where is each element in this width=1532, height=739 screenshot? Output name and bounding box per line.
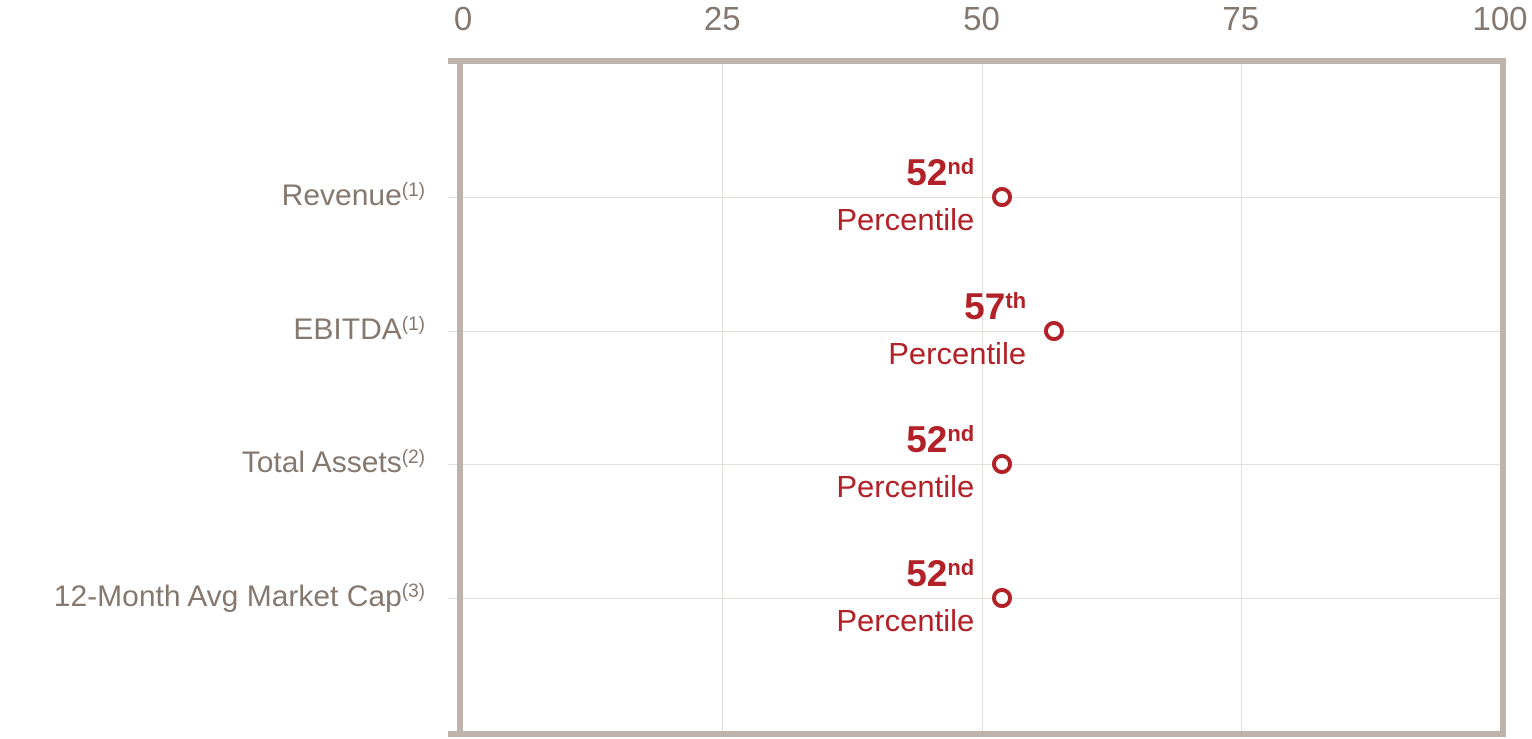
point-label-number: 52 (906, 419, 948, 461)
point-label-value: 57th (964, 288, 1026, 325)
top-axis-extension (448, 58, 457, 64)
category-label: Revenue(1) (282, 179, 425, 212)
vertical-gridline (1240, 64, 1242, 731)
point-label-value: 52nd (906, 555, 974, 592)
horizontal-gridline (463, 330, 1500, 332)
point-label-value: 52nd (906, 154, 974, 191)
point-label-ordinal: nd (947, 554, 975, 580)
horizontal-gridline (463, 597, 1500, 599)
x-axis-tick-label: 50 (963, 0, 1000, 37)
point-label-ordinal: th (1005, 287, 1027, 313)
x-axis-tick-label: 100 (1472, 0, 1528, 37)
category-footnote: (1) (401, 313, 425, 335)
point-label-caption: Percentile (836, 202, 975, 238)
point-label-number: 57 (964, 285, 1006, 327)
category-label-text: EBITDA (293, 312, 402, 346)
category-label-text: 12-Month Avg Market Cap (53, 579, 402, 613)
category-tick (448, 464, 457, 466)
category-label: 12-Month Avg Market Cap(3) (54, 579, 425, 612)
point-label-number: 52 (906, 152, 948, 194)
category-tick (448, 597, 457, 599)
category-tick (448, 197, 457, 199)
vertical-gridline (722, 64, 724, 731)
horizontal-gridline (463, 197, 1500, 199)
data-point-marker (992, 454, 1013, 475)
vertical-gridline (981, 64, 983, 731)
data-point-marker (992, 587, 1013, 608)
category-label-text: Total Assets (241, 446, 402, 480)
x-axis-tick-label: 25 (703, 0, 741, 37)
point-label-ordinal: nd (947, 154, 975, 180)
category-footnote: (1) (401, 180, 425, 202)
point-label-caption: Percentile (888, 335, 1027, 371)
point-label-number: 52 (906, 552, 948, 594)
x-axis-tick-label: 0 (453, 0, 473, 37)
plot-area: 52nd Percentile 57th Percentile 52nd Percenti… (448, 58, 1506, 737)
point-label-ordinal: nd (947, 421, 975, 447)
point-label-caption: Percentile (836, 602, 975, 638)
category-label: EBITDA(1) (293, 313, 425, 346)
horizontal-gridline (463, 464, 1500, 466)
data-point-marker (992, 187, 1013, 208)
bottom-axis-extension (448, 731, 457, 737)
category-label-text: Revenue (281, 179, 402, 213)
x-axis-tick-label: 75 (1222, 0, 1260, 37)
category-footnote: (2) (401, 447, 425, 469)
data-point-marker (1044, 320, 1065, 341)
category-label: Total Assets(2) (242, 446, 425, 479)
category-footnote: (3) (401, 580, 425, 602)
category-tick (448, 330, 457, 332)
point-label-value: 52nd (906, 421, 974, 458)
point-label-caption: Percentile (836, 469, 975, 505)
